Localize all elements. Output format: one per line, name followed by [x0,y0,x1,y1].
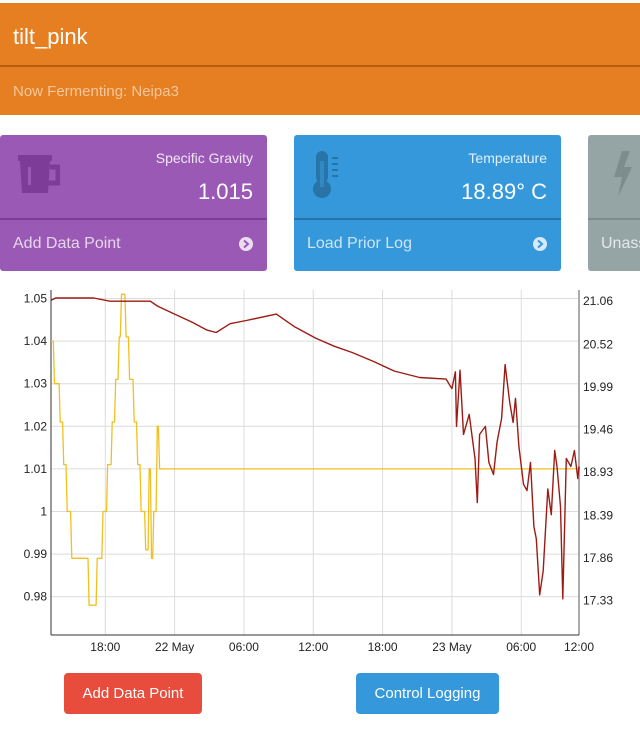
card-header: Temperature 18.89° C [294,135,561,218]
y-left-tick-label: 0.98 [24,590,48,604]
temperature-card: Temperature 18.89° C Load Prior Log [294,135,561,271]
specific-gravity-card: Specific Gravity 1.015 Add Data Point [0,135,267,271]
mug-icon [18,155,60,193]
thermometer-icon [313,151,338,198]
page-title: tilt_pink [13,24,88,49]
y-right-tick-label: 20.52 [583,338,613,352]
y-right-tick-label: 19.99 [583,380,613,394]
y-right-tick-label: 17.86 [583,551,613,565]
card-divider [588,218,640,220]
fermenting-subtitle: Now Fermenting: Neipa3 [13,83,179,100]
card-divider [0,218,267,220]
y-right-tick-label: 18.93 [583,465,613,479]
temperature-series-line [50,297,580,600]
y-right-tick-label: 18.39 [583,508,613,522]
third-card: Unass [588,135,640,271]
arrow-circle-right-icon [239,237,253,251]
card-divider [294,218,561,220]
y-left-tick-label: 1 [40,504,47,518]
x-tick-label: 06:00 [229,640,259,654]
app-header: tilt_pink Now Fermenting: Neipa3 [0,3,640,115]
y-left-tick-label: 1.02 [24,419,48,433]
x-tick-label: 22 May [155,640,194,654]
y-left-tick-label: 1.05 [24,292,48,306]
gravity-series-line [51,293,579,606]
y-left-tick-label: 1.03 [24,377,48,391]
x-tick-label: 06:00 [506,640,536,654]
gravity-label: Specific Gravity [155,150,253,166]
y-left-tick-label: 1.04 [24,334,48,348]
x-tick-label: 23 May [432,640,471,654]
card-header: Specific Gravity 1.015 [0,135,267,218]
add-data-point-link[interactable]: Add Data Point [0,220,267,271]
y-right-tick-label: 19.46 [583,423,613,437]
arrow-circle-right-icon [533,237,547,251]
y-right-tick-label: 17.33 [583,594,613,608]
control-logging-button[interactable]: Control Logging [356,673,499,714]
y-left-tick-label: 0.99 [24,547,48,561]
card-action-label: Load Prior Log [307,235,412,252]
y-left-tick-label: 1.01 [24,462,48,476]
unassigned-link[interactable]: Unass [588,220,640,271]
gravity-value: 1.015 [197,179,253,204]
card-header [588,135,640,218]
x-tick-label: 12:00 [564,640,594,654]
fermentation-chart[interactable]: 1.05 1.04 1.03 1.02 1.01 1 0.99 0.98 21.06 20.52 1… [0,285,640,660]
header-divider [0,65,640,67]
bolt-icon [614,151,632,197]
load-prior-log-link[interactable]: Load Prior Log [294,220,561,271]
x-tick-label: 12:00 [298,640,328,654]
card-action-label: Add Data Point [13,235,121,252]
x-tick-label: 18:00 [90,640,120,654]
y-right-tick-label: 21.06 [583,294,613,308]
card-action-label: Unass [601,235,640,252]
temperature-label: Temperature [468,150,547,166]
add-data-point-button[interactable]: Add Data Point [64,673,202,714]
x-tick-label: 18:00 [368,640,398,654]
temperature-value: 18.89° C [461,179,547,204]
